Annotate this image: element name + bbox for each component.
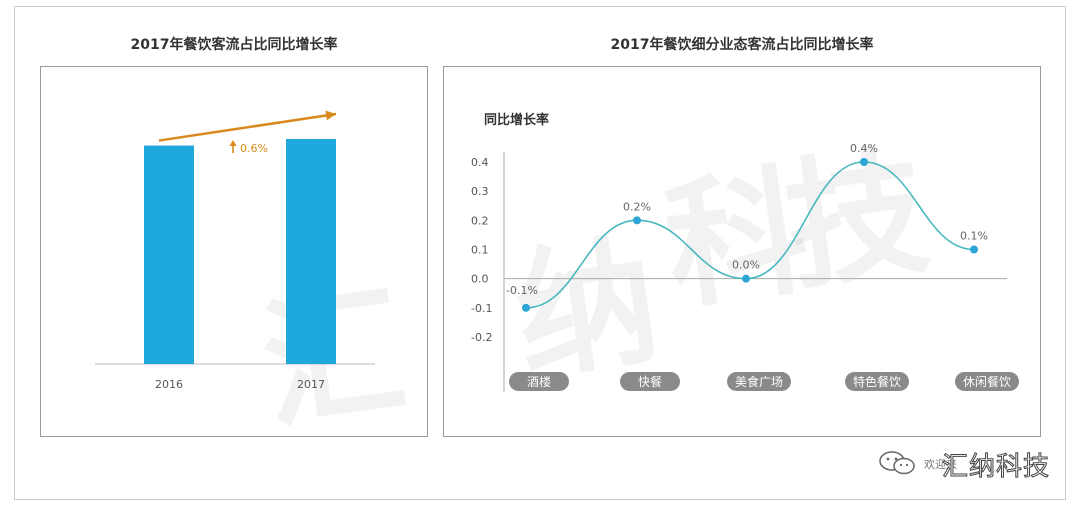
data-point	[860, 158, 868, 166]
category-pill	[620, 372, 680, 391]
data-label: 0.1%	[960, 230, 988, 243]
brand-logo: 欢迎来 汇纳科技	[878, 446, 1058, 483]
category-label: 美食广场	[735, 374, 783, 389]
data-label: 0.2%	[623, 200, 651, 213]
logo-name: 汇纳科技	[941, 452, 1051, 483]
outer-frame	[14, 6, 1066, 500]
x-tick-label: 2017	[297, 378, 325, 391]
trend-arrow-head	[325, 110, 336, 121]
category-label: 酒楼	[527, 374, 551, 389]
y-tick-label: 0.0	[471, 273, 489, 286]
bar-2016	[144, 145, 194, 364]
right-chart-title: 2017年餐饮细分业态客流占比同比增长率	[610, 37, 874, 53]
wechat-icon	[879, 451, 915, 475]
category-pill	[845, 372, 909, 391]
right-line-chart: 纳科技 同比增长率 0.4 0.3 0.2 0.1 0.0 -0.1 -0.2 -0.1% 0.2%…	[471, 112, 1019, 401]
y-tick-label: 0.4	[471, 156, 489, 169]
data-label: -0.1%	[506, 284, 538, 297]
logo-subtext: 欢迎来	[924, 458, 957, 471]
data-label: 0.0%	[732, 259, 760, 272]
category-label: 特色餐饮	[853, 374, 901, 389]
watermark-glyph: 科	[656, 150, 817, 331]
data-point	[522, 303, 530, 312]
y-axis-title: 同比增长率	[484, 112, 549, 128]
watermark-glyph: 技	[776, 130, 937, 311]
data-point	[633, 216, 641, 225]
watermark-glyph: 纳	[506, 220, 667, 401]
category-label: 快餐	[638, 374, 662, 389]
data-point	[970, 245, 978, 254]
x-tick-label: 2016	[155, 378, 183, 391]
bar-2017	[286, 139, 336, 364]
category-pill	[955, 372, 1019, 391]
category-pill	[509, 372, 569, 391]
left-chart-title: 2017年餐饮客流占比同比增长率	[130, 37, 338, 53]
left-bar-chart: 汇纳201620170.6%	[95, 110, 604, 451]
data-label: 0.4%	[850, 142, 878, 155]
y-tick-label: 0.1	[471, 244, 489, 257]
category-label: 休闲餐饮	[963, 374, 1011, 389]
data-point	[742, 274, 750, 283]
y-tick-label: -0.1	[471, 302, 492, 315]
left-chart-panel: 汇纳201620170.6%	[40, 66, 604, 451]
y-tick-label: 0.3	[471, 185, 489, 198]
category-pill	[727, 372, 791, 391]
y-tick-label: 0.2	[471, 214, 489, 227]
y-tick-label: -0.2	[471, 331, 492, 344]
right-chart-panel: 纳科技 同比增长率 0.4 0.3 0.2 0.1 0.0 -0.1 -0.2 -0.1% 0.2%…	[443, 66, 1041, 437]
trend-arrow	[158, 112, 337, 142]
up-arrow-icon	[229, 140, 237, 153]
growth-annotation: 0.6%	[240, 142, 268, 155]
